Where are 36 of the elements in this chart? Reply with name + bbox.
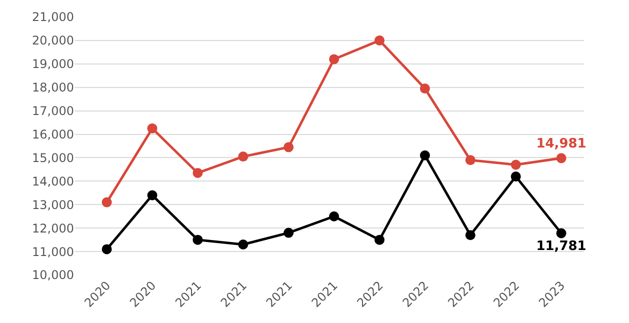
point xyxy=(147,190,158,200)
y-tick-label: 14,000 xyxy=(32,174,74,188)
data-label: 11,781 xyxy=(536,239,586,254)
point xyxy=(192,168,203,178)
point xyxy=(284,228,294,238)
point xyxy=(374,234,384,245)
y-tick-label: 18,000 xyxy=(32,80,74,95)
y-tick-label: 10,000 xyxy=(32,268,74,282)
point xyxy=(556,153,566,164)
y-tick-label: 19,000 xyxy=(32,57,74,72)
point xyxy=(238,240,248,250)
point xyxy=(556,228,566,238)
point xyxy=(465,230,476,240)
point xyxy=(465,155,476,166)
y-tick-label: 12,000 xyxy=(32,221,74,236)
y-tick-label: 16,000 xyxy=(32,127,74,142)
point xyxy=(510,160,521,170)
point xyxy=(102,197,112,208)
point xyxy=(284,142,294,152)
y-tick-label: 11,000 xyxy=(32,244,74,259)
y-tick-label: 20,000 xyxy=(32,34,74,48)
y-tick-label: 13,000 xyxy=(32,198,74,212)
point xyxy=(147,123,158,134)
point xyxy=(420,84,430,94)
data-label: 14,981 xyxy=(536,136,586,152)
y-tick-label: 21,000 xyxy=(32,10,74,24)
point xyxy=(102,244,112,254)
point xyxy=(238,152,248,162)
y-tick-label: 15,000 xyxy=(32,150,74,165)
point xyxy=(192,234,203,245)
point xyxy=(329,54,340,64)
point xyxy=(374,35,384,46)
y-tick-label: 17,000 xyxy=(32,104,74,118)
point xyxy=(329,211,340,222)
point xyxy=(420,150,430,160)
point xyxy=(510,171,521,182)
